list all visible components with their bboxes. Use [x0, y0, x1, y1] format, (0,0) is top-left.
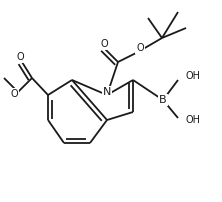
Text: B: B	[159, 95, 167, 105]
Text: O: O	[100, 39, 108, 49]
Text: OH: OH	[185, 71, 200, 81]
Text: N: N	[103, 87, 111, 97]
Text: OH: OH	[185, 115, 200, 125]
Text: O: O	[10, 89, 18, 99]
Text: O: O	[136, 43, 144, 53]
Text: O: O	[16, 52, 24, 62]
